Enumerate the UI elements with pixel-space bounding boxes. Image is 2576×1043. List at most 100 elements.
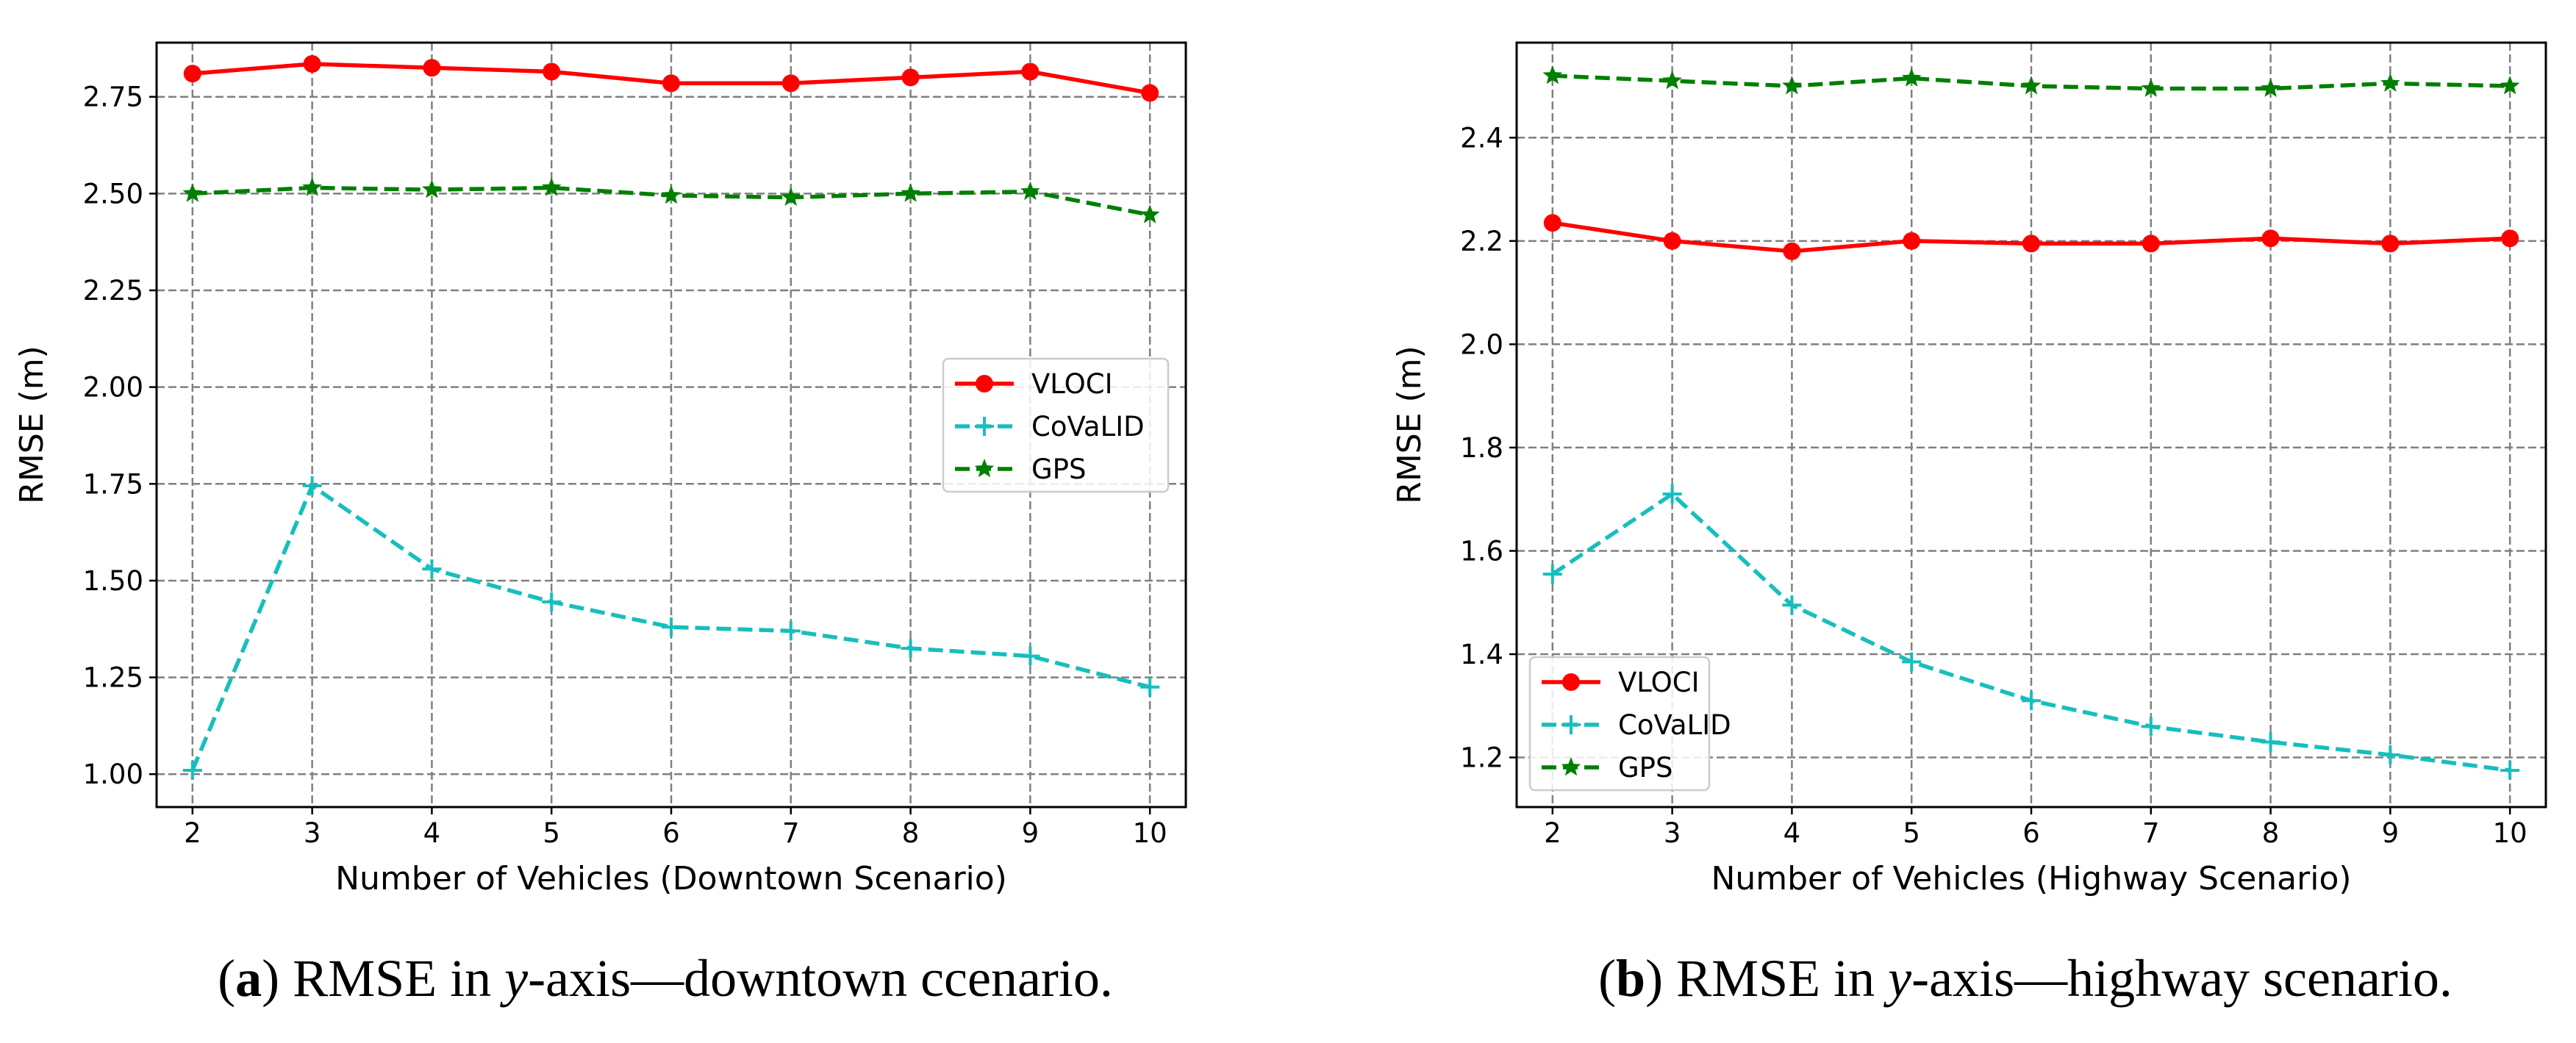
legend-label: CoVaLID	[1618, 709, 1731, 741]
data-point	[1662, 71, 1682, 90]
chart-downtown: 2 3 4 5 6 7 8 9 10 1.00 1.25 1.50 1.75 2.00 2.25 2.50 2.…	[13, 41, 1187, 897]
data-point	[1139, 204, 1160, 223]
legend-label: VLOCI	[1031, 368, 1112, 400]
data-point	[1903, 232, 1921, 250]
legend-marker	[975, 417, 994, 436]
data-point	[2142, 234, 2160, 253]
data-point	[1140, 677, 1160, 697]
data-point	[1662, 484, 1682, 504]
caption-label: b	[1616, 949, 1646, 1008]
caption-text-after: -axis—downtown ccenario.	[528, 949, 1113, 1008]
x-tick-label: 4	[1783, 817, 1801, 849]
y-tick-label: 1.2	[1460, 742, 1503, 774]
data-point	[2380, 73, 2400, 92]
data-point	[2141, 78, 2161, 97]
legend-item-gps: GPS	[955, 454, 1086, 485]
caption-variable: y	[1888, 949, 1912, 1008]
legend-label: CoVaLID	[1031, 411, 1145, 442]
legend-item-covalid: CoVaLID	[1542, 709, 1731, 741]
data-point	[662, 74, 680, 93]
y-tick-label: 1.6	[1460, 535, 1503, 567]
series-gps	[182, 177, 1160, 223]
chart-highway: 2 3 4 5 6 7 8 9 10 1.2 1.4 1.6 1.8 2.0 2.2 2.4 Number of…	[1391, 41, 2547, 897]
legend-label: GPS	[1031, 454, 1086, 485]
data-point	[541, 177, 562, 196]
y-tick-label: 2.75	[83, 82, 143, 113]
legend-item-vloci: VLOCI	[1542, 667, 1699, 698]
x-tick-label: 8	[2262, 817, 2280, 849]
data-point	[901, 183, 920, 202]
legend-item-gps: GPS	[1542, 752, 1672, 784]
data-point	[303, 54, 321, 73]
x-tick-label: 10	[2493, 817, 2527, 849]
caption-label: a	[235, 949, 262, 1008]
axes: 2 3 4 5 6 7 8 9 10 1.2 1.4 1.6 1.8 2.0 2.2 2.4	[1460, 122, 2527, 849]
y-axis-label: RMSE (m)	[13, 345, 51, 503]
series-covalid	[182, 476, 1160, 780]
data-point	[661, 185, 681, 204]
data-point	[2261, 229, 2280, 248]
data-point	[2501, 229, 2519, 248]
y-tick-label: 1.4	[1460, 639, 1503, 670]
x-tick-label: 6	[662, 817, 680, 849]
legend-box	[1528, 656, 1711, 792]
legend-marker	[1561, 715, 1581, 734]
data-point	[543, 62, 561, 81]
caption-variable: y	[504, 949, 529, 1008]
data-point	[1901, 68, 1922, 87]
data-point	[781, 621, 801, 641]
data-point	[302, 476, 322, 495]
x-tick-label: 2	[184, 817, 201, 849]
data-point	[1141, 84, 1159, 102]
x-axis-label: Number of Vehicles (Downtown Scenario)	[335, 860, 1007, 897]
data-point	[1782, 595, 1802, 615]
data-point	[2381, 234, 2400, 253]
x-tick-label: 2	[1544, 817, 1561, 849]
series-vloci	[1543, 214, 2519, 260]
data-point	[2141, 717, 2161, 736]
data-point	[1902, 652, 1922, 672]
x-tick-label: 7	[2142, 817, 2160, 849]
y-tick-label: 2.0	[1460, 329, 1503, 360]
data-point	[2261, 78, 2280, 97]
y-tick-label: 1.75	[83, 468, 143, 500]
data-point	[1020, 646, 1040, 666]
x-tick-label: 4	[423, 817, 441, 849]
y-axis-label: RMSE (m)	[1391, 345, 1428, 503]
data-point	[1020, 181, 1040, 201]
data-point	[781, 187, 801, 206]
data-point	[423, 59, 441, 77]
data-point	[901, 68, 920, 87]
caption-highway: (b) RMSE in y-axis—highway scenario.	[1598, 949, 2452, 1008]
legend-label: GPS	[1618, 752, 1672, 784]
plot-frame	[155, 41, 1187, 809]
caption-text-before: RMSE in	[1676, 949, 1889, 1008]
legend-marker	[974, 459, 995, 478]
data-point	[1542, 564, 1562, 584]
y-tick-label: 1.25	[83, 662, 143, 694]
data-point	[2022, 691, 2041, 711]
data-point	[1663, 232, 1681, 250]
x-tick-label: 9	[2382, 817, 2400, 849]
axes: 2 3 4 5 6 7 8 9 10 1.00 1.25 1.50 1.75 2.00 2.25 2.50 2.…	[83, 82, 1167, 849]
legend: VLOCI CoVaLID GPS	[1528, 656, 1731, 792]
legend-item-vloci: VLOCI	[955, 368, 1112, 400]
y-tick-label: 2.4	[1460, 122, 1503, 154]
data-point	[542, 592, 562, 612]
legend-label: VLOCI	[1618, 667, 1699, 698]
legend-marker	[1562, 673, 1580, 691]
series-vloci	[183, 54, 1159, 102]
data-point	[422, 559, 442, 579]
data-point	[781, 74, 800, 93]
y-tick-label: 1.8	[1460, 432, 1503, 464]
y-tick-label: 2.2	[1460, 226, 1503, 257]
y-tick-label: 2.50	[83, 178, 143, 209]
series-covalid	[1542, 484, 2520, 781]
data-point	[662, 617, 681, 637]
data-point	[2380, 745, 2400, 765]
y-tick-label: 2.25	[83, 275, 143, 307]
legend-marker	[976, 375, 993, 393]
data-point	[901, 639, 920, 659]
legend: VLOCI CoVaLID GPS	[942, 357, 1170, 493]
